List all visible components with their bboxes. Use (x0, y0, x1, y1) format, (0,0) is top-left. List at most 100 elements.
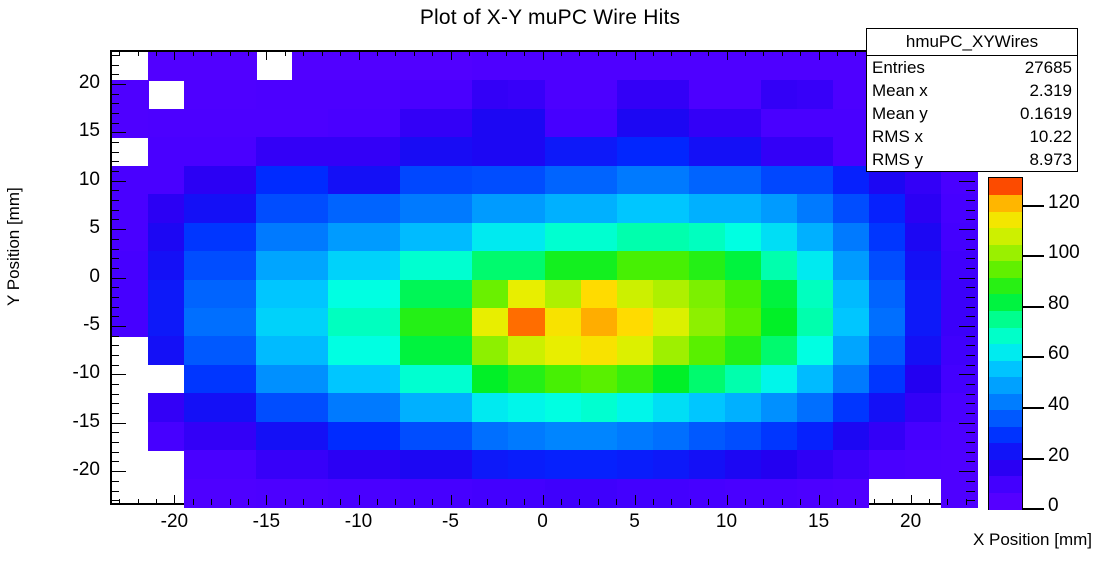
heatmap-cell (724, 52, 762, 82)
x-tick-label: -10 (344, 511, 373, 532)
x-tick-label: 15 (808, 511, 830, 532)
heatmap-cell (472, 80, 510, 110)
heatmap-cell (400, 393, 437, 423)
heatmap-cell (508, 393, 546, 423)
stats-row: RMS x 10.22 (867, 125, 1077, 148)
y-tick (110, 103, 119, 105)
y-tick-label: 0 (89, 265, 100, 287)
z-tick-label: 60 (1048, 343, 1070, 365)
heatmap-cell (868, 222, 906, 252)
heatmap-cell (652, 222, 690, 252)
statistics-box[interactable]: hmuPC_XYWires Entries 27685 Mean x 2.319 Mea… (866, 28, 1078, 172)
heatmap-cell (328, 165, 365, 195)
heatmap-cell (436, 364, 473, 394)
heatmap-cell (184, 450, 221, 480)
palette-band (989, 178, 1022, 196)
x-axis-title: X Position [mm] (972, 530, 1092, 549)
heatmap-cell (868, 279, 906, 309)
x-tick (689, 50, 691, 56)
y-tick (110, 248, 119, 250)
heatmap-cell (400, 222, 437, 252)
x-tick (652, 499, 654, 505)
x-tick (892, 499, 894, 505)
heatmap-cell (256, 421, 293, 451)
heatmap-cell (724, 279, 762, 309)
y-tick (110, 238, 119, 240)
z-tick (1022, 255, 1044, 258)
heatmap-cell (400, 364, 437, 394)
heatmap-cell (724, 108, 762, 138)
heatmap-cell (544, 108, 582, 138)
x-tick (689, 499, 691, 505)
heatmap-cell (400, 307, 437, 337)
palette-band (989, 194, 1022, 212)
heatmap-cell (868, 194, 906, 224)
heatmap-cell (508, 52, 546, 82)
x-tick (119, 499, 121, 505)
z-tick-label: 100 (1048, 242, 1080, 264)
heatmap-cell (436, 279, 473, 309)
stats-key: Mean x (872, 81, 928, 100)
stats-key: RMS x (872, 127, 923, 146)
heatmap-cell (940, 251, 978, 281)
y-tick (110, 345, 119, 347)
x-tick (266, 50, 268, 60)
heatmap-cell (940, 222, 978, 252)
heatmap-cell (760, 194, 798, 224)
y-tick (966, 393, 975, 395)
stats-value: 8.973 (1029, 150, 1072, 169)
x-tick (597, 499, 599, 505)
heatmap-cell (220, 478, 257, 508)
heatmap-cell (652, 421, 690, 451)
heatmap-cell (436, 251, 473, 281)
y-tick (110, 413, 119, 414)
y-tick (966, 267, 975, 269)
heatmap-cell (544, 307, 582, 337)
heatmap-cell (652, 364, 690, 394)
heatmap-cell (544, 393, 582, 423)
x-tick (229, 50, 231, 56)
heatmap-cell (364, 137, 401, 167)
heatmap-cell (688, 222, 726, 252)
heatmap-cell (688, 80, 726, 110)
y-tick (110, 403, 119, 405)
y-tick (110, 374, 126, 376)
heatmap-cell (148, 194, 185, 224)
heatmap-cell (760, 450, 798, 480)
heatmap-cell (364, 307, 401, 337)
heatmap-cell (616, 251, 654, 281)
stats-key: Entries (872, 58, 925, 77)
y-tick (110, 461, 119, 463)
x-tick (634, 50, 636, 60)
heatmap-cell (652, 80, 690, 110)
x-tick (340, 50, 342, 56)
y-tick (966, 258, 975, 260)
color-scale-bar[interactable] (988, 177, 1023, 510)
heatmap-cell (436, 478, 473, 508)
x-tick (303, 499, 305, 505)
heatmap-cell (364, 251, 401, 281)
x-tick (744, 499, 746, 505)
heatmap-cell (796, 336, 834, 366)
palette-band (989, 393, 1022, 411)
heatmap-cell (688, 137, 726, 167)
heatmap-cell (184, 336, 221, 366)
y-axis-title: Y Position [mm] (4, 187, 23, 306)
heatmap-cell (472, 108, 510, 138)
heatmap-cell (112, 307, 149, 337)
y-tick (110, 190, 119, 192)
x-tick (395, 499, 397, 505)
heatmap-cell (580, 364, 618, 394)
heatmap-cell (184, 279, 221, 309)
palette-band (989, 326, 1022, 345)
heatmap-cell (364, 478, 401, 508)
heatmap-cell (184, 80, 221, 110)
y-tick (110, 335, 119, 337)
y-tick (110, 93, 119, 95)
x-tick (542, 495, 544, 505)
palette-band (989, 343, 1022, 361)
heatmap-cell (868, 251, 906, 281)
x-tick (744, 50, 746, 56)
heatmap-cell (832, 108, 870, 138)
